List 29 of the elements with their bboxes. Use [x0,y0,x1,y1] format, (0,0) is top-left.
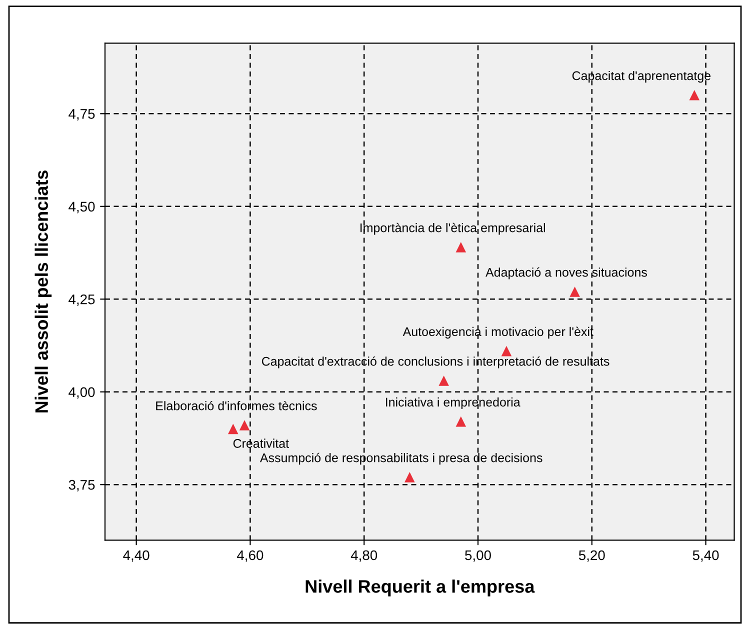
point [239,420,250,430]
point [570,286,580,297]
x-tick-label: 5,20 [578,550,605,562]
point [456,416,466,427]
annotation: Creativitat [233,438,289,448]
annotation: Adaptació a noves situacions [486,267,647,280]
y-tick-label: 3,75 [68,480,95,492]
annotation: Iniciativa i emprenedoria [386,397,520,410]
x-tick-label: 4,60 [237,550,264,562]
point [456,242,466,252]
point [438,376,449,386]
y-tick-label: 4,50 [68,202,95,214]
y-tick-label: 4,00 [68,387,95,399]
y-tick-label: 4,25 [68,294,95,306]
point [228,424,238,434]
x-tick-label: 4,40 [123,550,150,562]
x-tick-label: 4,80 [350,550,378,562]
annotation: Autoexigencia i motivacio per l'èxit [402,326,594,339]
point [689,90,700,100]
y-axis-title: Nivell assolit pels llicenciats [34,170,52,412]
annotation: Capacitat d'aprenentatge [572,70,711,83]
y-tick-label: 4,75 [68,109,95,120]
point [501,346,512,356]
x-tick-label: 5,00 [465,550,491,562]
x-tick-label: 5,40 [692,550,719,562]
annotation: Capacitat d'extracció de conclusions i interpretació de resultats [262,356,610,368]
x-axis-title: Nivell Requerit a l'empresa [306,580,535,596]
annotation: Importància de l'ètica empresarial [360,222,545,235]
point [404,472,415,482]
